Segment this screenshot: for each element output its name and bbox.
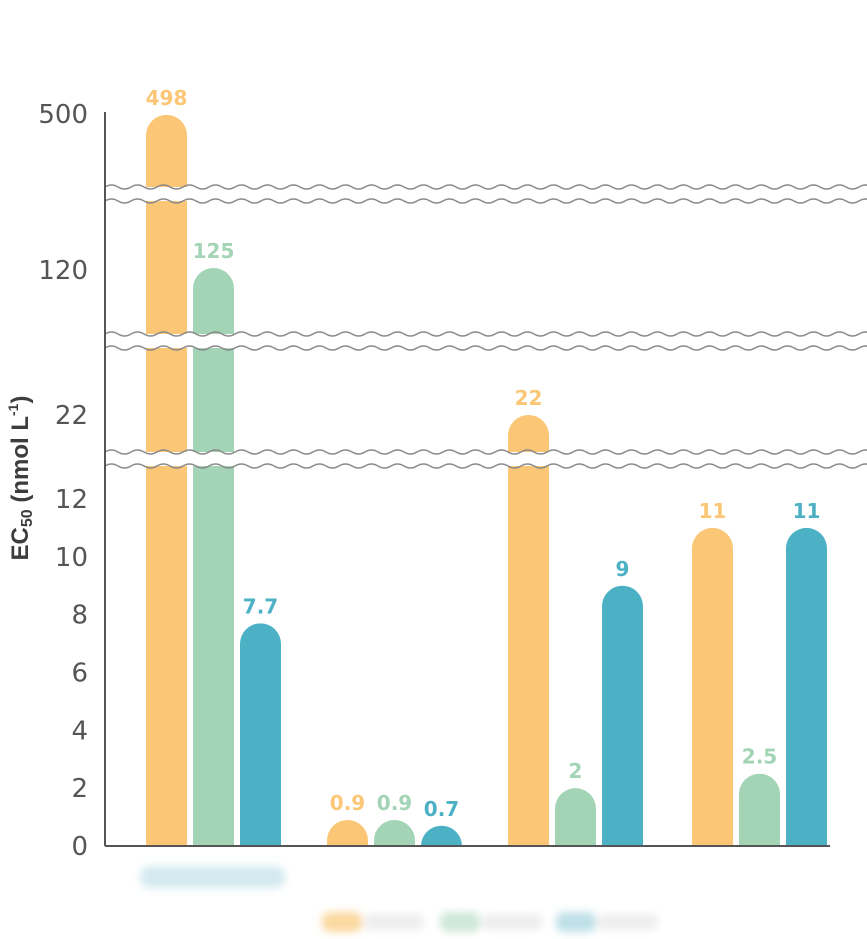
value-label-series-1-group-4: 11: [699, 499, 727, 523]
legend-swatch-series-2: [440, 912, 480, 932]
y-tick-label-0: 0: [71, 832, 88, 862]
legend-label-series-3: [598, 914, 658, 930]
bar-series-1-group-4: [692, 527, 733, 846]
y-tick-label-5: 10: [55, 543, 88, 573]
value-label-series-1-group-3: 22: [515, 386, 543, 410]
bar-series-1-group-1: [146, 114, 187, 847]
y-tick-labels: 0 2 4 6 8 10 12 22 120 500: [38, 100, 88, 862]
bar-series-2-group-3: [555, 788, 596, 846]
axis-break-gap-2: [105, 334, 867, 348]
y-tick-label-2: 4: [71, 716, 88, 746]
value-label-series-3-group-2: 0.7: [424, 797, 459, 821]
value-label-series-2-group-3: 2: [569, 759, 583, 783]
legend-swatch-series-1: [322, 912, 362, 932]
value-label-series-2-group-1: 125: [193, 239, 235, 263]
bar-series-2-group-2: [374, 819, 415, 846]
value-label-series-3-group-4: 11: [793, 499, 821, 523]
y-tick-label-8: 120: [38, 256, 88, 286]
bar-series-3-group-1: [240, 623, 281, 846]
axes: [104, 112, 830, 847]
value-label-series-1-group-2: 0.9: [330, 791, 365, 815]
y-tick-label-1: 2: [71, 774, 88, 804]
bars-layer: [146, 114, 827, 847]
value-labels: 498 0.9 22 11 125 0.9 2 2.5 7.7 0.7 9 11: [146, 86, 821, 821]
y-tick-label-7: 22: [55, 401, 88, 431]
y-axis-title: EC50 (nmol L-1): [5, 396, 36, 561]
axis-break-line-lower-3: [104, 463, 867, 469]
legend: [322, 912, 658, 932]
y-tick-label-4: 8: [71, 601, 88, 631]
axis-break-line-lower-2: [104, 345, 867, 351]
axis-break-line-upper-2: [104, 331, 867, 337]
axis-break-gap-1: [105, 187, 867, 201]
axis-break-line-upper-3: [104, 449, 867, 455]
y-tick-label-9: 500: [38, 100, 88, 130]
value-label-series-2-group-4: 2.5: [742, 745, 777, 769]
axis-break-line-lower-1: [104, 198, 867, 204]
bar-series-3-group-2: [421, 825, 462, 846]
bar-series-2-group-1: [193, 267, 234, 846]
bar-series-3-group-3: [602, 585, 643, 846]
value-label-series-2-group-2: 0.9: [377, 791, 412, 815]
legend-swatch-series-3: [556, 912, 596, 932]
legend-label-series-1: [364, 914, 424, 930]
y-tick-label-6: 12: [55, 485, 88, 515]
bar-series-2-group-4: [739, 773, 780, 846]
axis-breaks: [104, 184, 867, 469]
y-tick-label-3: 6: [71, 659, 88, 689]
value-label-series-3-group-1: 7.7: [243, 594, 278, 618]
bar-series-3-group-4: [786, 527, 827, 846]
bar-series-1-group-2: [327, 819, 368, 846]
value-label-series-3-group-3: 9: [616, 557, 630, 581]
legend-label-series-2: [482, 914, 542, 930]
bar-series-1-group-3: [508, 415, 549, 846]
axis-break-gap-3: [105, 452, 867, 466]
blurred-category-label: [140, 866, 285, 888]
value-label-series-1-group-1: 498: [146, 86, 188, 110]
axis-break-line-upper-1: [104, 184, 867, 190]
